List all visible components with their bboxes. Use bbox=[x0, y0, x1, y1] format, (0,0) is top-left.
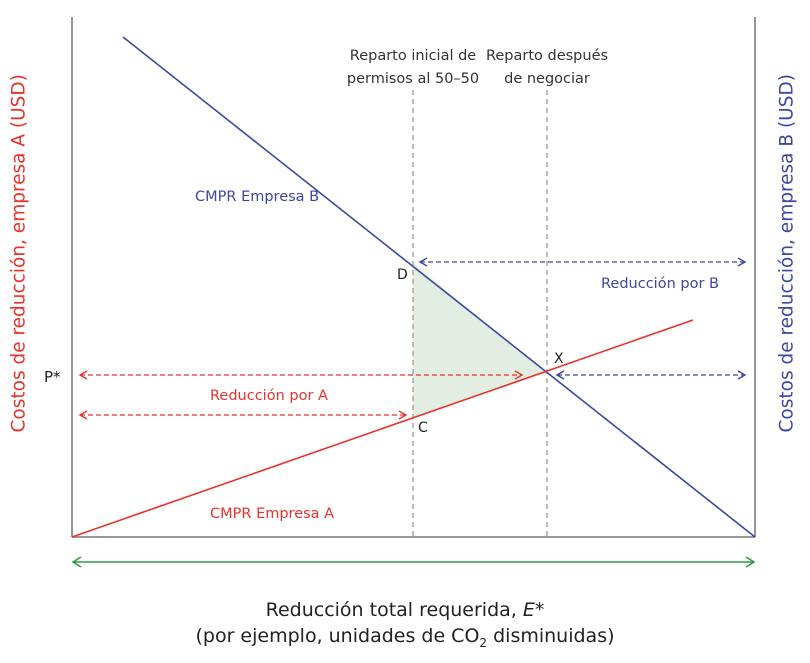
x-label-variable: E* bbox=[522, 599, 545, 621]
curve-b-label: CMPR Empresa B bbox=[195, 189, 319, 205]
reduction-a-label: Reducción por A bbox=[210, 388, 328, 404]
vertical-2-label-line1: Reparto después bbox=[486, 48, 608, 64]
p-star-tick-label: P* bbox=[44, 368, 61, 386]
point-x-label: X bbox=[554, 351, 564, 367]
mac-firm-a-curve bbox=[71, 319, 694, 538]
x-label2-subscript: 2 bbox=[479, 636, 488, 650]
x-axis-label-line2: (por ejemplo, unidades de CO2 disminuida… bbox=[0, 623, 810, 656]
x-label-prefix: Reducción total requerida, bbox=[265, 599, 523, 621]
y-axis-right-label: Costos de reducción, empresa B (USD) bbox=[776, 74, 798, 433]
vertical-1-label-line1: Reparto inicial de bbox=[350, 48, 477, 64]
x-axis-label-line1: Reducción total requerida, E* bbox=[0, 597, 810, 623]
x-label2-prefix: (por ejemplo, unidades de CO bbox=[195, 625, 480, 647]
point-d-label: D bbox=[397, 267, 408, 283]
mac-firm-b-curve bbox=[122, 36, 756, 538]
reduction-b-label: Reducción por B bbox=[601, 276, 719, 292]
x-axis-label: Reducción total requerida, E* (por ejemp… bbox=[0, 597, 810, 656]
vertical-2-label-line2: de negociar bbox=[504, 71, 590, 87]
x-label2-suffix: disminuidas) bbox=[487, 625, 615, 647]
point-c-label: C bbox=[418, 420, 428, 436]
vertical-1-label-line2: permisos al 50–50 bbox=[347, 71, 479, 87]
y-axis-left-label: Costos de reducción, empresa A (USD) bbox=[8, 74, 30, 433]
curve-a-label: CMPR Empresa A bbox=[210, 506, 334, 522]
